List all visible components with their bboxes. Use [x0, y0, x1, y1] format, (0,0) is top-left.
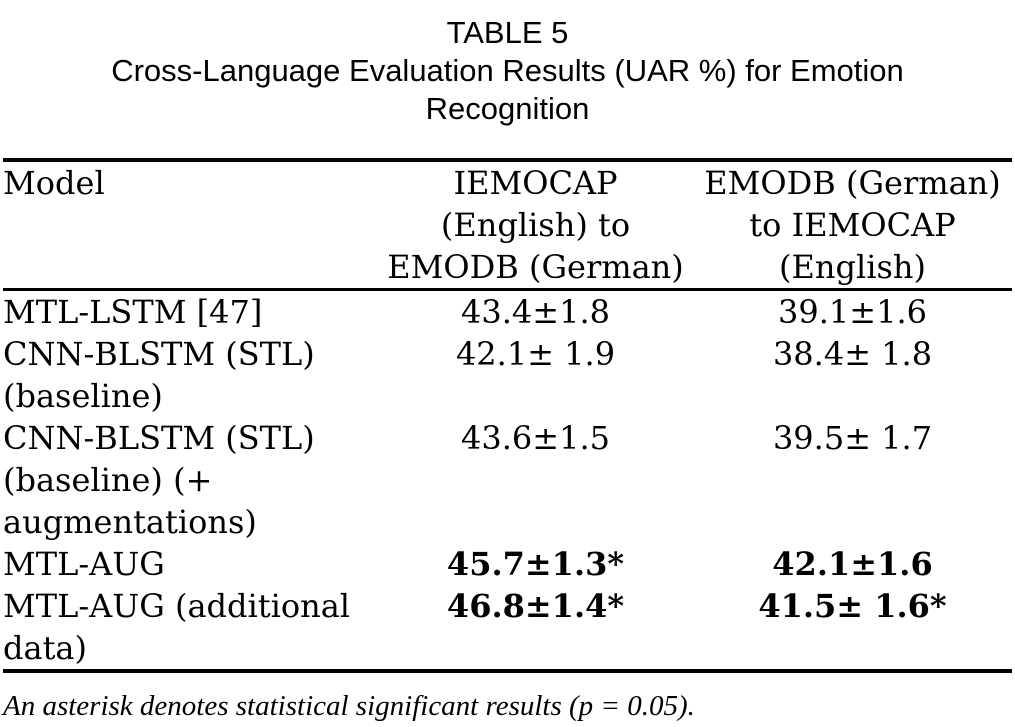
- value-emodb-to-iemocap: 39.5± 1.7: [772, 419, 933, 457]
- column-header-emodb-to-iemocap: EMODB (German) to IEMOCAP (English): [704, 164, 1001, 286]
- value-iemocap-to-emodb: 42.1± 1.9: [455, 335, 616, 373]
- table-row: CNN-BLSTM (STL) (baseline) (+ augmentati…: [3, 417, 1012, 543]
- results-table: Model IEMOCAP (English) to EMODB (German…: [3, 158, 1012, 673]
- table-row: MTL-AUG (additional data) 46.8±1.4* 41.5…: [3, 585, 1012, 671]
- table-number: TABLE 5: [446, 15, 569, 50]
- model-name: MTL-LSTM [47]: [3, 293, 263, 331]
- model-name: CNN-BLSTM (STL) (baseline) (+ augmentati…: [3, 419, 315, 541]
- column-header-model: Model: [3, 164, 105, 202]
- column-header-iemocap-to-emodb: IEMOCAP (English) to EMODB (German): [387, 164, 684, 286]
- model-name: MTL-AUG (additional data): [3, 587, 351, 667]
- model-name: MTL-AUG: [3, 545, 165, 583]
- table-row: CNN-BLSTM (STL) (baseline) 42.1± 1.9 38.…: [3, 333, 1012, 417]
- value-emodb-to-iemocap: 42.1±1.6: [772, 545, 933, 583]
- value-iemocap-to-emodb: 46.8±1.4*: [446, 587, 625, 625]
- value-iemocap-to-emodb: 43.4±1.8: [461, 293, 610, 331]
- header-row: Model IEMOCAP (English) to EMODB (German…: [3, 160, 1012, 290]
- value-emodb-to-iemocap: 39.1±1.6: [778, 293, 927, 331]
- table-row: MTL-AUG 45.7±1.3* 42.1±1.6: [3, 543, 1012, 585]
- value-emodb-to-iemocap: 38.4± 1.8: [772, 335, 933, 373]
- value-iemocap-to-emodb: 43.6±1.5: [461, 419, 610, 457]
- model-name: CNN-BLSTM (STL) (baseline): [3, 335, 315, 415]
- table-caption: TABLE 5 Cross-Language Evaluation Result…: [3, 14, 1012, 128]
- table-footnote: An asterisk denotes statistical signific…: [3, 690, 695, 722]
- value-iemocap-to-emodb: 45.7±1.3*: [446, 545, 625, 583]
- table-row: MTL-LSTM [47] 43.4±1.8 39.1±1.6: [3, 290, 1012, 334]
- value-emodb-to-iemocap: 41.5± 1.6*: [758, 587, 947, 625]
- table-title: Cross-Language Evaluation Results (UAR %…: [111, 53, 904, 126]
